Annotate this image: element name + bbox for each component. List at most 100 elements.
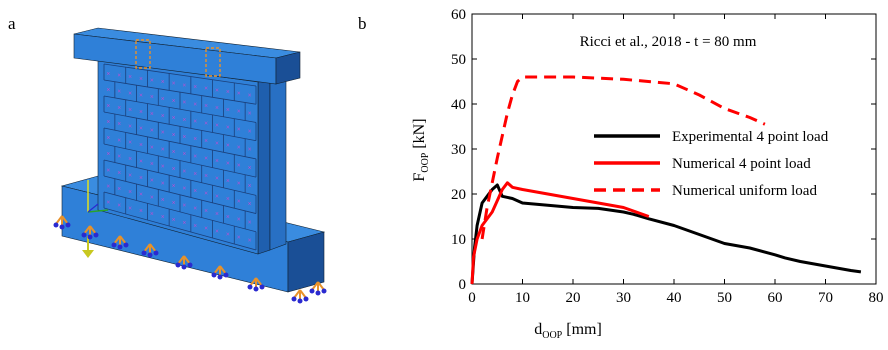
series-line-1: [470, 181, 650, 285]
load-marker: ×: [193, 187, 197, 195]
load-marker: ×: [139, 174, 143, 182]
load-marker: ×: [117, 104, 121, 112]
load-marker: ×: [248, 218, 252, 226]
legend-label-0: Experimental 4 point load: [672, 129, 829, 145]
boundary-condition-icon: [175, 255, 193, 270]
load-marker: ×: [106, 182, 110, 190]
load-marker: ×: [226, 88, 230, 96]
load-marker: ×: [248, 182, 252, 190]
load-marker: ×: [237, 108, 241, 116]
boundary-condition-icon: [291, 289, 309, 304]
load-marker: ×: [204, 190, 208, 198]
load-marker: ×: [172, 97, 176, 105]
load-marker: ×: [106, 166, 110, 174]
load-marker: ×: [215, 228, 219, 236]
load-marker: ×: [182, 116, 186, 124]
series-layer: [470, 75, 862, 285]
load-markers: × × × × × × × × × × × × × × × × × × × × × × × × × × × × × × × × × × × × × × × ×…: [106, 70, 251, 245]
boundary-condition-icon: [111, 235, 129, 250]
load-marker: ×: [193, 204, 197, 212]
y-tick-label: 30: [451, 142, 466, 158]
load-marker: ×: [226, 106, 230, 114]
boundary-condition-icon: [81, 225, 99, 240]
x-tick-label: 20: [566, 290, 581, 306]
x-tick-label: 0: [468, 290, 476, 306]
series-line-2: [480, 75, 766, 240]
load-marker: ×: [204, 120, 208, 128]
load-marker: ×: [226, 195, 230, 203]
load-marker: ×: [150, 110, 154, 118]
load-marker: ×: [117, 120, 121, 128]
load-marker: ×: [248, 146, 252, 154]
load-marker: ×: [172, 131, 176, 139]
load-marker: ×: [237, 126, 241, 134]
load-marker: ×: [150, 160, 154, 168]
load-marker: ×: [172, 114, 176, 122]
load-marker: ×: [248, 164, 252, 172]
load-marker: ×: [237, 180, 241, 188]
load-marker: ×: [215, 157, 219, 165]
load-marker: ×: [248, 109, 252, 117]
load-marker: ×: [150, 193, 154, 201]
load-marker: ×: [139, 207, 143, 215]
load-marker: ×: [204, 137, 208, 145]
load-marker: ×: [182, 81, 186, 89]
load-marker: ×: [128, 155, 132, 163]
brick-grid: [103, 63, 257, 251]
top-beam: [73, 27, 301, 85]
load-marker: ×: [161, 112, 165, 120]
load-marker: ×: [182, 202, 186, 210]
x-tick-label: 70: [818, 290, 833, 306]
load-marker: ×: [150, 76, 154, 84]
panel-a: a × × × × × × × × × × × × × × × × × × × × × × × × × × × × × × × × × × × × × ×…: [0, 0, 360, 350]
load-marker: ×: [204, 207, 208, 215]
load-marker: ×: [139, 124, 143, 132]
load-marker: ×: [150, 127, 154, 135]
x-axis-label: dOOP [mm]: [534, 321, 602, 341]
load-marker: ×: [161, 213, 165, 221]
load-marker: ×: [182, 219, 186, 227]
plot-frame: [471, 13, 877, 285]
load-marker: ×: [139, 141, 143, 149]
x-tick-label: 50: [717, 290, 732, 306]
load-marker: ×: [193, 83, 197, 91]
load-marker: ×: [150, 210, 154, 218]
load-marker: ×: [117, 169, 121, 177]
load-marker: ×: [161, 78, 165, 86]
load-marker: ×: [139, 191, 143, 199]
load-marker: ×: [106, 86, 110, 94]
load-marker: ×: [128, 139, 132, 147]
load-marker: ×: [128, 122, 132, 130]
load-marker: ×: [128, 73, 132, 81]
load-marker: ×: [193, 135, 197, 143]
legend: Experimental 4 point load Numerical 4 poi…: [594, 129, 829, 199]
mortar-joint: [103, 207, 257, 251]
load-marker: ×: [172, 199, 176, 207]
y-tick-label: 20: [451, 187, 466, 203]
load-marker: ×: [215, 210, 219, 218]
legend-label-1: Numerical 4 point load: [672, 156, 811, 172]
legend-label-2: Numerical uniform load: [672, 183, 817, 199]
load-marker: ×: [182, 185, 186, 193]
load-marker: ×: [215, 175, 219, 183]
boundary-condition-icon: [141, 243, 159, 258]
load-marker: ×: [226, 231, 230, 239]
load-marker: ×: [161, 129, 165, 137]
load-marker: ×: [182, 99, 186, 107]
load-marker: ×: [106, 118, 110, 126]
x-tick-label: 60: [768, 290, 783, 306]
load-marker: ×: [226, 124, 230, 132]
load-marker: ×: [248, 128, 252, 136]
coordinate-triad-icon: [87, 180, 109, 213]
load-marker: ×: [204, 102, 208, 110]
load-marker: ×: [106, 150, 110, 158]
load-marker: ×: [150, 143, 154, 151]
load-marker: ×: [215, 139, 219, 147]
load-marker: ×: [106, 134, 110, 142]
load-marker: ×: [193, 152, 197, 160]
load-marker: ×: [215, 86, 219, 94]
load-marker: ×: [237, 234, 241, 242]
load-arrow-icon: [82, 236, 94, 258]
load-marker: ×: [139, 108, 143, 116]
